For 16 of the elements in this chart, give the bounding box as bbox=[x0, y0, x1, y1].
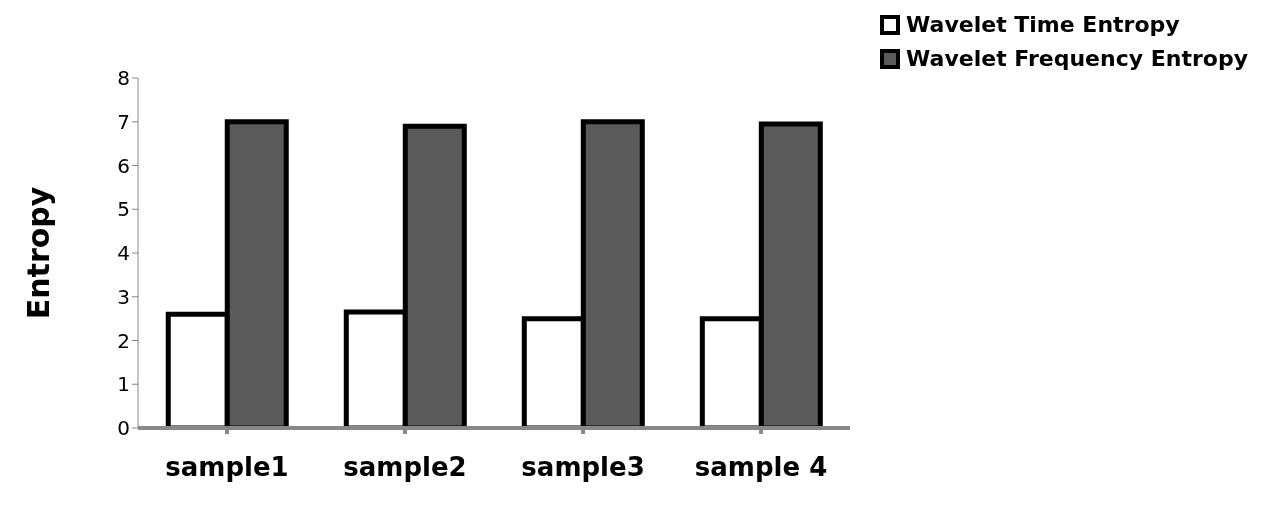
y-tick-label: 0 bbox=[117, 416, 130, 441]
y-tick-label: 6 bbox=[117, 153, 130, 178]
y-tick-label: 2 bbox=[117, 328, 130, 353]
y-tick-label: 8 bbox=[117, 66, 130, 91]
y-tick-label: 4 bbox=[117, 241, 130, 266]
x-tick-label: sample3 bbox=[521, 452, 645, 483]
legend-label: Wavelet Frequency Entropy bbox=[906, 45, 1248, 73]
x-tick-label: sample1 bbox=[165, 452, 289, 483]
y-tick-label: 7 bbox=[117, 109, 130, 134]
y-tick-label: 1 bbox=[117, 372, 130, 397]
x-tick-label: sample 4 bbox=[694, 452, 828, 483]
legend-label: Wavelet Time Entropy bbox=[906, 11, 1180, 39]
x-tick-label: sample2 bbox=[343, 452, 467, 483]
y-axis-title: Entropy bbox=[20, 186, 56, 320]
y-tick-label: 5 bbox=[117, 197, 130, 222]
y-tick-label: 3 bbox=[117, 284, 130, 309]
